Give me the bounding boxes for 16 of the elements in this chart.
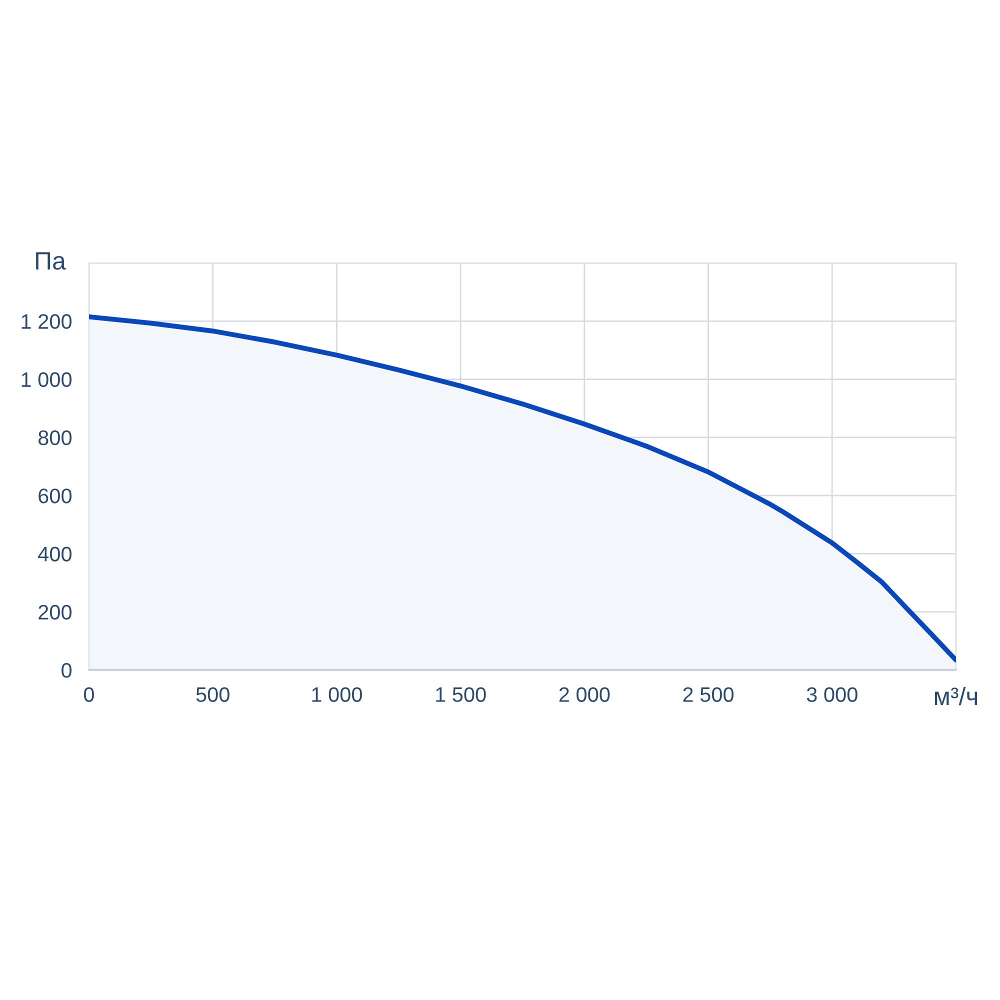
x-axis-title: м³/ч bbox=[934, 686, 977, 706]
y-tick-label: 1 200 bbox=[22, 314, 72, 329]
x-tick-label: 0 bbox=[84, 687, 94, 702]
y-tick-label: 600 bbox=[38, 488, 72, 504]
x-tick-label: 2 000 bbox=[559, 687, 610, 702]
y-tick-label: 800 bbox=[38, 430, 72, 446]
x-tick-label: 1 500 bbox=[436, 687, 486, 702]
x-tick-label: 500 bbox=[196, 687, 230, 702]
y-axis-title: Па bbox=[36, 252, 66, 270]
y-tick-label: 200 bbox=[38, 604, 72, 620]
x-tick-label: 2 500 bbox=[683, 687, 734, 702]
y-tick-label: 1 000 bbox=[22, 372, 72, 388]
x-tick-label: 3 000 bbox=[806, 687, 858, 702]
x-tick-label: 1 000 bbox=[312, 687, 362, 702]
y-tick-label: 0 bbox=[62, 663, 72, 678]
y-tick-label: 400 bbox=[38, 546, 72, 562]
